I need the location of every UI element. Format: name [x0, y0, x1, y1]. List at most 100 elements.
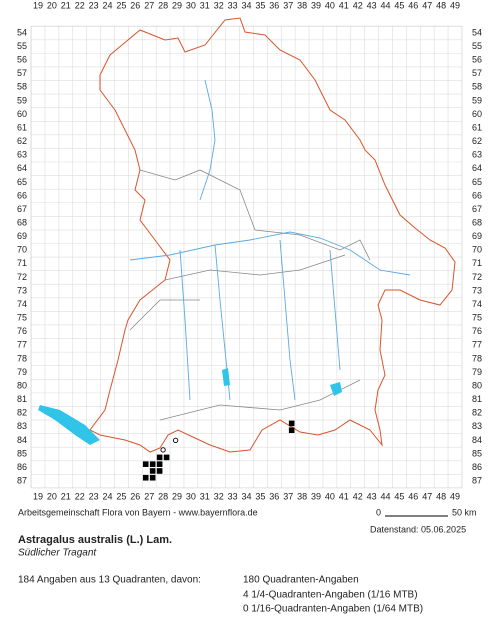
row-label: 64	[17, 163, 27, 173]
column-label: 33	[228, 0, 238, 10]
row-label: 65	[17, 177, 27, 187]
column-label: 29	[172, 0, 182, 10]
row-label: 73	[472, 285, 482, 295]
column-label: 25	[116, 491, 126, 501]
count: 4 1/4-Quadranten-Angaben (1/16 MTB)	[243, 590, 418, 601]
row-label: 74	[472, 299, 482, 309]
column-label: 29	[172, 491, 182, 501]
row-label: 70	[17, 245, 27, 255]
row-label: 71	[472, 258, 482, 268]
column-label: 21	[61, 0, 71, 10]
row-label: 84	[472, 435, 482, 445]
row-label: 80	[472, 380, 482, 390]
column-label: 42	[353, 491, 363, 501]
row-label: 69	[472, 231, 482, 241]
row-label: 62	[17, 136, 27, 146]
river	[129, 79, 411, 401]
column-label: 39	[311, 491, 321, 501]
row-label: 81	[17, 394, 27, 404]
row-label: 60	[17, 109, 27, 119]
column-label: 39	[311, 0, 321, 10]
row-label: 86	[17, 462, 27, 472]
row-label: 63	[17, 150, 27, 160]
row-label: 58	[472, 82, 482, 92]
column-label: 23	[89, 0, 99, 10]
occurrence-square	[156, 468, 163, 474]
column-label: 44	[380, 491, 390, 501]
row-label: 84	[17, 435, 27, 445]
row-label: 66	[17, 190, 27, 200]
column-label: 42	[353, 0, 363, 10]
column-label: 28	[158, 491, 168, 501]
column-label: 40	[325, 491, 335, 501]
occurrence-square	[142, 474, 149, 481]
column-label: 28	[158, 0, 168, 10]
row-label: 59	[17, 95, 27, 105]
column-label: 48	[436, 0, 446, 10]
column-label: 41	[339, 0, 349, 10]
row-label: 78	[17, 353, 27, 363]
row-label: 80	[17, 380, 27, 390]
row-label: 82	[17, 408, 27, 418]
column-label: 47	[422, 491, 432, 501]
date: Datenstand: 05.06.2025	[370, 524, 466, 534]
column-label: 37	[283, 0, 293, 10]
row-label: 56	[472, 55, 482, 65]
column-label: 46	[408, 0, 418, 10]
district-border	[129, 169, 371, 421]
row-label: 65	[472, 177, 482, 187]
occurrence-square	[288, 427, 295, 434]
column-label: 46	[408, 491, 418, 501]
column-label: 33	[228, 491, 238, 501]
column-label: 43	[367, 0, 377, 10]
row-label: 69	[17, 231, 27, 241]
row-label: 67	[17, 204, 27, 214]
row-label: 83	[472, 421, 482, 431]
row-label: 64	[472, 163, 482, 173]
column-label: 24	[102, 0, 112, 10]
column-label: 45	[394, 0, 404, 10]
column-label: 40	[325, 0, 335, 10]
occurrence-square	[156, 454, 163, 461]
column-label: 22	[75, 0, 85, 10]
column-label: 38	[297, 491, 307, 501]
row-label: 85	[17, 448, 27, 458]
credit: Arbeitsgemeinschaft Flora von Bayern - w…	[18, 507, 258, 517]
column-label: 41	[339, 491, 349, 501]
row-label: 56	[17, 55, 27, 65]
title: Astragalus australis (L.) Lam.	[18, 534, 172, 546]
row-label: 59	[472, 95, 482, 105]
row-label: 68	[17, 217, 27, 227]
row-label: 66	[472, 190, 482, 200]
column-label: 27	[144, 0, 154, 10]
column-label: 20	[47, 491, 57, 501]
occurrence-circle	[160, 447, 166, 453]
scale-end: 50 km	[452, 507, 477, 517]
column-label: 34	[241, 0, 251, 10]
row-label: 61	[472, 122, 482, 132]
column-label: 32	[214, 491, 224, 501]
row-label: 62	[472, 136, 482, 146]
column-label: 43	[367, 491, 377, 501]
row-label: 82	[472, 408, 482, 418]
row-label: 55	[17, 41, 27, 51]
column-label: 31	[200, 491, 210, 501]
column-label: 19	[33, 491, 43, 501]
row-label: 83	[17, 421, 27, 431]
row-label: 57	[472, 68, 482, 78]
row-label: 85	[472, 448, 482, 458]
column-label: 48	[436, 491, 446, 501]
column-label: 34	[241, 491, 251, 501]
column-label: 37	[283, 491, 293, 501]
column-label: 24	[102, 491, 112, 501]
row-label: 72	[17, 272, 27, 282]
occurrence-square	[163, 454, 170, 461]
row-label: 58	[17, 82, 27, 92]
occurrence-marks	[142, 420, 295, 481]
column-label: 20	[47, 0, 57, 10]
grid-frame	[30, 25, 463, 489]
row-label: 73	[17, 285, 27, 295]
row-label: 78	[472, 353, 482, 363]
row-label: 76	[17, 326, 27, 336]
lake-ammersee	[222, 368, 230, 386]
